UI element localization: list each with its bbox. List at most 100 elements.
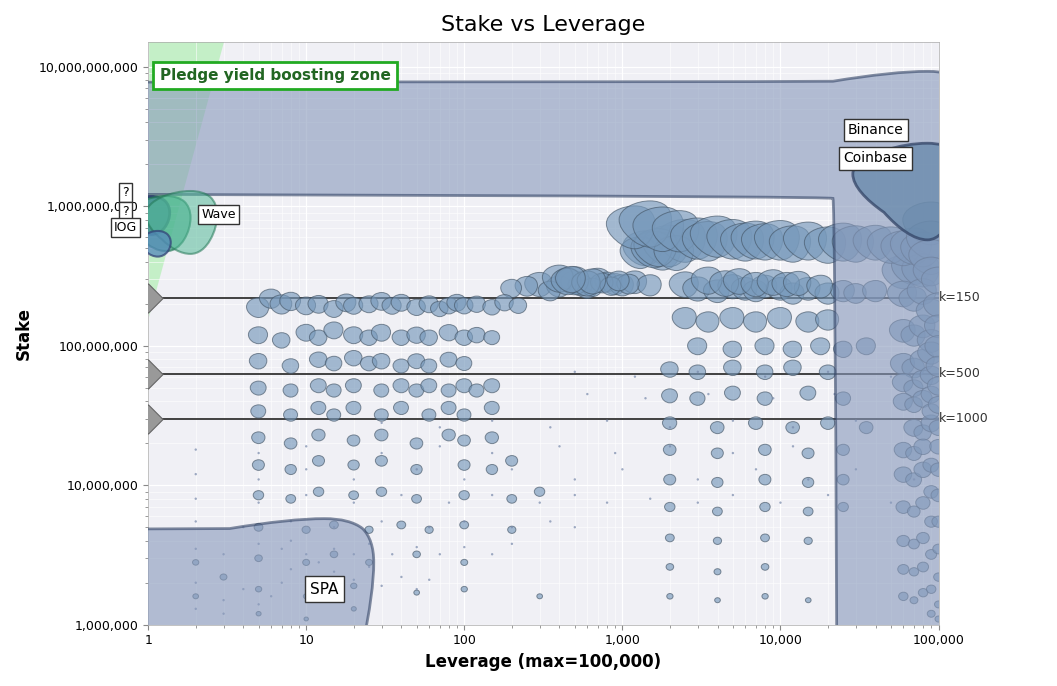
Ellipse shape: [407, 299, 425, 316]
Ellipse shape: [897, 565, 909, 574]
Ellipse shape: [572, 271, 600, 296]
Ellipse shape: [440, 352, 457, 367]
Ellipse shape: [856, 338, 875, 355]
Ellipse shape: [467, 327, 485, 343]
Ellipse shape: [617, 274, 639, 294]
Ellipse shape: [127, 196, 170, 235]
Point: [689, 497, 706, 508]
Ellipse shape: [925, 315, 950, 338]
Ellipse shape: [803, 507, 813, 516]
Ellipse shape: [713, 569, 721, 575]
Ellipse shape: [447, 294, 466, 311]
Ellipse shape: [922, 404, 940, 419]
Text: k=150: k=150: [940, 292, 981, 305]
Ellipse shape: [917, 562, 928, 572]
Point: [724, 490, 741, 501]
Point: [598, 497, 615, 508]
Point: [263, 591, 280, 602]
Point: [235, 584, 252, 595]
Ellipse shape: [913, 257, 946, 286]
Ellipse shape: [485, 432, 499, 444]
Ellipse shape: [282, 359, 299, 373]
Ellipse shape: [690, 392, 705, 405]
Text: Pledge yield boosting zone: Pledge yield boosting zone: [160, 68, 390, 83]
Ellipse shape: [923, 458, 939, 472]
Ellipse shape: [620, 271, 647, 294]
Point: [298, 571, 315, 582]
Point: [216, 549, 233, 560]
Ellipse shape: [246, 298, 268, 318]
Ellipse shape: [619, 201, 671, 247]
Point: [503, 464, 520, 475]
Point: [579, 388, 596, 399]
Ellipse shape: [766, 278, 792, 300]
Ellipse shape: [755, 338, 774, 355]
Ellipse shape: [569, 274, 592, 296]
Ellipse shape: [794, 278, 820, 300]
Point: [724, 447, 741, 458]
Ellipse shape: [327, 409, 340, 421]
Ellipse shape: [913, 390, 932, 407]
Ellipse shape: [283, 409, 298, 421]
Ellipse shape: [917, 330, 943, 353]
Ellipse shape: [664, 445, 676, 456]
Point: [311, 557, 328, 568]
Ellipse shape: [600, 277, 620, 296]
Ellipse shape: [672, 307, 697, 329]
Ellipse shape: [461, 587, 467, 592]
Ellipse shape: [916, 532, 929, 543]
Point: [251, 447, 267, 458]
Ellipse shape: [835, 392, 851, 405]
Ellipse shape: [366, 559, 372, 565]
Point: [627, 371, 644, 382]
Ellipse shape: [347, 435, 359, 446]
Ellipse shape: [761, 534, 769, 542]
Ellipse shape: [192, 560, 199, 565]
Ellipse shape: [637, 274, 662, 296]
Ellipse shape: [832, 226, 873, 262]
Point: [373, 516, 390, 527]
Point: [503, 522, 520, 533]
Ellipse shape: [441, 401, 456, 414]
Point: [689, 366, 706, 377]
Ellipse shape: [501, 279, 521, 298]
Ellipse shape: [313, 456, 324, 466]
Ellipse shape: [691, 267, 722, 294]
Ellipse shape: [783, 341, 801, 357]
Point: [251, 539, 267, 549]
Ellipse shape: [819, 365, 836, 379]
Ellipse shape: [313, 487, 323, 497]
Ellipse shape: [461, 559, 467, 565]
Point: [431, 441, 448, 452]
Ellipse shape: [922, 267, 952, 294]
Ellipse shape: [623, 231, 663, 265]
Ellipse shape: [469, 384, 484, 397]
Ellipse shape: [933, 573, 943, 581]
Ellipse shape: [696, 312, 719, 332]
Ellipse shape: [591, 273, 613, 293]
Ellipse shape: [752, 275, 777, 298]
Text: Wave: Wave: [202, 208, 236, 221]
Point: [346, 497, 363, 508]
Ellipse shape: [421, 379, 437, 393]
Point: [421, 522, 438, 533]
Point: [408, 464, 425, 475]
Ellipse shape: [637, 232, 681, 270]
Point: [567, 474, 583, 485]
Ellipse shape: [311, 401, 326, 414]
Ellipse shape: [731, 278, 757, 300]
Ellipse shape: [254, 490, 263, 500]
Ellipse shape: [430, 301, 448, 317]
Ellipse shape: [419, 296, 439, 313]
Ellipse shape: [252, 432, 265, 444]
Ellipse shape: [422, 409, 435, 421]
Ellipse shape: [220, 574, 227, 580]
Point: [800, 474, 817, 485]
Ellipse shape: [893, 393, 912, 410]
Ellipse shape: [506, 495, 517, 504]
Ellipse shape: [484, 379, 500, 393]
Ellipse shape: [296, 297, 316, 315]
Ellipse shape: [457, 409, 471, 421]
Point: [819, 366, 836, 377]
Point: [431, 422, 448, 433]
